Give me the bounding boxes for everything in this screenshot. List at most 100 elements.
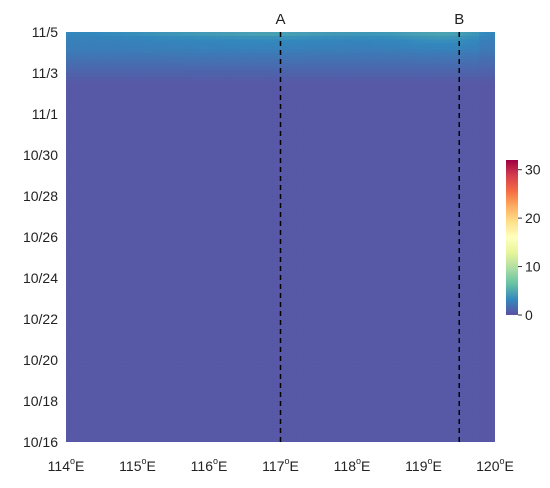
heatmap-cell (218, 243, 223, 248)
heatmap-cell (190, 137, 196, 142)
heatmap-cell (81, 226, 87, 231)
heatmap-cell (225, 339, 231, 344)
heatmap-cell (175, 230, 180, 235)
heatmap-cell (77, 182, 83, 187)
heatmap-cell (144, 353, 149, 358)
heatmap-cell (167, 96, 172, 101)
heatmap-cell (151, 288, 157, 293)
heatmap-cell (112, 148, 118, 153)
heatmap-cell (144, 69, 149, 74)
heatmap-cell (128, 250, 133, 255)
heatmap-cell (120, 308, 126, 313)
heatmap-cell (116, 76, 122, 81)
heatmap-cell (89, 247, 94, 252)
heatmap-cell (140, 342, 145, 347)
heatmap-cell (124, 151, 129, 156)
heatmap-cell (69, 62, 75, 67)
heatmap-cell (108, 38, 114, 43)
heatmap-cell (214, 120, 219, 125)
heatmap-cell (175, 346, 180, 351)
heatmap-cell (66, 278, 71, 283)
heatmap-cell (128, 240, 133, 245)
heatmap-cell (69, 110, 75, 115)
heatmap-cell (183, 373, 188, 378)
heatmap-cell (108, 213, 114, 218)
heatmap-cell (89, 155, 94, 160)
heatmap-cell (214, 428, 219, 433)
heatmap-cell (89, 230, 94, 235)
heatmap-cell (210, 295, 215, 300)
heatmap-cell (155, 411, 161, 416)
heatmap-cell (136, 165, 141, 170)
heatmap-cell (194, 144, 200, 149)
heatmap-cell (225, 219, 231, 224)
heatmap-cell (140, 62, 145, 67)
heatmap-cell (132, 336, 137, 341)
heatmap-cell (225, 421, 231, 426)
heatmap-cell (85, 260, 90, 265)
heatmap-cell (151, 264, 157, 269)
heatmap-cell (190, 237, 196, 242)
heatmap-cell (159, 120, 165, 125)
heatmap-cell (112, 42, 118, 47)
heatmap-cell (69, 346, 75, 351)
heatmap-cell (167, 185, 172, 190)
heatmap-cell (151, 127, 157, 132)
heatmap-cell (225, 237, 231, 242)
heatmap-cell (81, 250, 87, 255)
heatmap-cell (179, 322, 184, 327)
heatmap-cell (163, 380, 168, 385)
heatmap-cell (167, 250, 172, 255)
heatmap-cell (101, 120, 106, 125)
heatmap-cell (120, 349, 126, 354)
heatmap-cell (124, 189, 129, 194)
heatmap-cell (198, 438, 204, 442)
heatmap-cell (136, 322, 141, 327)
heatmap-cell (179, 86, 184, 91)
heatmap-cell (77, 414, 83, 419)
heatmap-cell (147, 192, 153, 197)
heatmap-cell (179, 281, 184, 286)
heatmap-cell (159, 404, 165, 409)
heatmap-cell (159, 346, 165, 351)
heatmap-cell (81, 431, 87, 436)
heatmap-cell (186, 103, 192, 108)
heatmap-cell (225, 387, 231, 392)
heatmap-cell (120, 240, 126, 245)
heatmap-cell (218, 353, 223, 358)
heatmap-cell (179, 295, 184, 300)
heatmap-cell (167, 366, 172, 371)
heatmap-cell (225, 206, 231, 211)
heatmap-cell (136, 397, 141, 402)
heatmap-cell (120, 148, 126, 153)
heatmap-cell (128, 281, 133, 286)
heatmap-cell (101, 178, 106, 183)
heatmap-cell (222, 185, 227, 190)
heatmap-cell (183, 185, 188, 190)
heatmap-cell (124, 124, 129, 129)
heatmap-cell (198, 79, 204, 84)
heatmap-cell (159, 202, 165, 207)
heatmap-cell (163, 120, 168, 125)
heatmap-cell (66, 315, 71, 320)
heatmap-cell (108, 55, 114, 60)
heatmap-cell (77, 59, 83, 64)
heatmap-cell (81, 189, 87, 194)
heatmap-cell (132, 271, 137, 276)
heatmap-cell (136, 114, 141, 119)
heatmap-cell (179, 421, 184, 426)
heatmap-cell (186, 165, 192, 170)
heatmap-cell (105, 394, 110, 399)
heatmap-cell (136, 237, 141, 242)
heatmap-cell (179, 42, 184, 47)
heatmap-cell (69, 66, 75, 71)
heatmap-cell (159, 155, 165, 160)
heatmap-cell (206, 274, 211, 279)
heatmap-cell (93, 380, 98, 385)
heatmap-cell (190, 339, 196, 344)
heatmap-cell (202, 288, 207, 293)
heatmap-cell (140, 346, 145, 351)
heatmap-cell (85, 424, 90, 429)
heatmap-cell (81, 230, 87, 235)
heatmap-cell (190, 301, 196, 306)
